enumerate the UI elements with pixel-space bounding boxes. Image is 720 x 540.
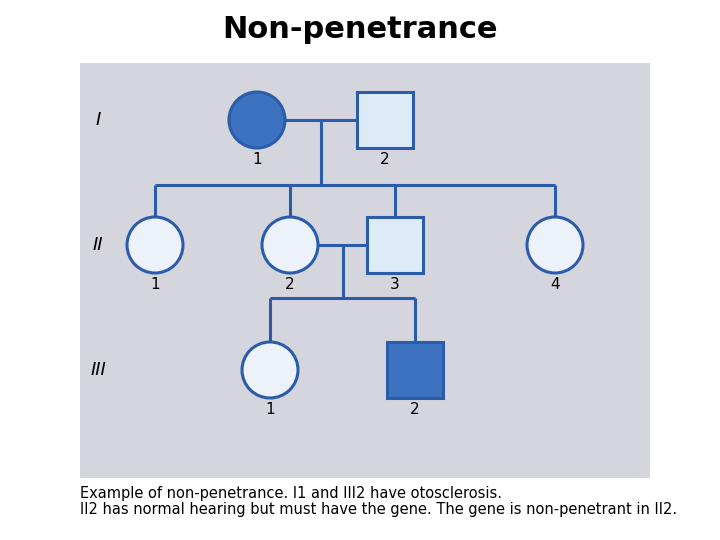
Text: 4: 4: [550, 277, 560, 292]
Text: II: II: [93, 236, 103, 254]
Bar: [367, 217, 423, 273]
Text: 1: 1: [150, 277, 160, 292]
Text: Non-penetrance: Non-penetrance: [222, 15, 498, 44]
Circle shape: [242, 342, 298, 398]
Text: 1: 1: [265, 402, 275, 417]
Circle shape: [527, 217, 583, 273]
Circle shape: [127, 217, 183, 273]
Text: 2: 2: [380, 152, 390, 167]
Text: II2 has normal hearing but must have the gene. The gene is non-penetrant in II2.: II2 has normal hearing but must have the…: [80, 502, 677, 517]
Text: 1: 1: [252, 152, 262, 167]
Bar: [387, 342, 443, 398]
Text: Example of non-penetrance. I1 and III2 have otosclerosis.: Example of non-penetrance. I1 and III2 h…: [80, 486, 502, 501]
Circle shape: [229, 92, 285, 148]
Bar: [80, 63, 650, 478]
Bar: [357, 92, 413, 148]
Text: 3: 3: [390, 277, 400, 292]
Text: 2: 2: [285, 277, 294, 292]
Text: III: III: [90, 361, 106, 379]
Circle shape: [262, 217, 318, 273]
Text: I: I: [95, 111, 101, 129]
Text: 2: 2: [410, 402, 420, 417]
